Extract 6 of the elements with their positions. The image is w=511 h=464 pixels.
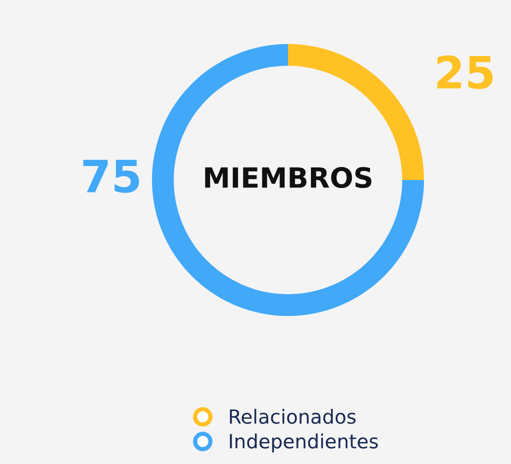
- legend-label: Relacionados: [230, 408, 356, 424]
- legend-label: Independientes: [230, 434, 378, 452]
- text: MIEMBROS: [205, 167, 372, 188]
- data-label: 25: [437, 55, 493, 90]
- donut-slice: [152, 44, 424, 316]
- data-label: 75: [83, 160, 140, 193]
